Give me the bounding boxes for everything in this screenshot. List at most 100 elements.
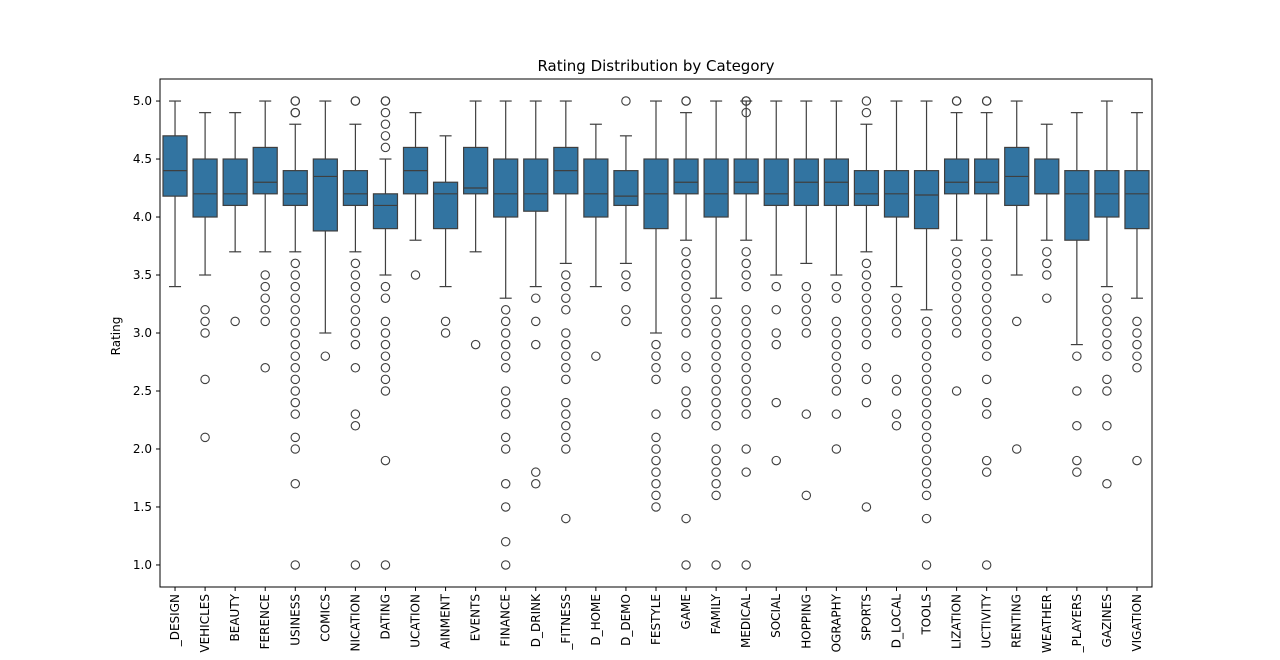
outlier-point [891, 293, 902, 303]
outlier-point [500, 397, 511, 408]
outlier-point [921, 397, 932, 408]
outlier-point [681, 293, 691, 303]
outlier-point [741, 386, 751, 396]
outlier-point [831, 444, 842, 454]
x-tick-label: UCTIVITY [980, 593, 994, 648]
outlier-point [1011, 444, 1022, 454]
y-tick-label: 1.0 [133, 558, 152, 572]
outlier-point [861, 363, 872, 373]
outlier-point [1102, 479, 1112, 489]
y-tick-label: 4.0 [133, 210, 152, 224]
outlier-point [831, 316, 842, 327]
outlier-point [561, 339, 571, 350]
box-iqr [763, 158, 789, 207]
outlier-point [921, 467, 932, 477]
box-iqr [1124, 170, 1150, 230]
outlier-point [350, 363, 361, 373]
outlier-point [981, 328, 992, 338]
outlier-point [531, 316, 541, 327]
outlier-point [380, 142, 391, 153]
outlier-point [771, 397, 781, 408]
box-group-4 [282, 96, 308, 570]
outlier-point [350, 339, 361, 350]
outlier-point [711, 444, 721, 454]
box-group-23 [853, 96, 880, 512]
outlier-point [500, 502, 511, 512]
box-group-12 [523, 100, 549, 489]
outlier-point [861, 305, 872, 315]
outlier-point [741, 270, 751, 280]
outlier-point [350, 258, 361, 269]
x-tick-label: MEDICAL [739, 594, 753, 648]
y-tick-label: 1.5 [133, 500, 152, 514]
box-group-3 [252, 100, 278, 373]
y-tick-label: 3.5 [133, 268, 152, 282]
outlier-point [290, 409, 301, 419]
y-tick-label: 4.5 [133, 152, 152, 166]
box-iqr [342, 170, 369, 207]
outlier-point [681, 305, 691, 315]
outlier-point [290, 270, 301, 280]
outlier-point [200, 305, 210, 315]
x-tick-label: RENTING [1010, 594, 1024, 648]
outlier-point [861, 293, 872, 303]
outlier-point [561, 270, 571, 280]
outlier-point [380, 560, 391, 570]
outlier-point [500, 386, 511, 396]
outlier-point [1132, 339, 1142, 350]
outlier-point [921, 374, 932, 385]
box-iqr [613, 170, 639, 207]
outlier-point [951, 258, 962, 269]
outlier-point [741, 247, 751, 257]
x-tick-label: GAZINES [1100, 594, 1114, 647]
outlier-point [1042, 258, 1052, 269]
x-tick-label: D_HOME [589, 594, 603, 646]
outlier-point [711, 351, 721, 361]
box-group-27 [974, 96, 1000, 570]
outlier-point [711, 560, 721, 570]
outlier-point [951, 270, 962, 280]
x-tick-label: DATING [378, 594, 392, 639]
box-group-22 [823, 100, 849, 454]
outlier-point [861, 328, 872, 338]
outlier-point [921, 316, 932, 327]
x-tick-label: _PLAYERS [1070, 594, 1084, 653]
outlier-point [290, 363, 301, 373]
outlier-point [831, 374, 842, 385]
box-group-0 [162, 100, 188, 288]
box-group-24 [883, 100, 910, 431]
outlier-point [921, 444, 932, 454]
box-iqr [974, 158, 1000, 195]
outlier-point [951, 293, 962, 303]
box-iqr [312, 158, 338, 232]
box-iqr [493, 158, 519, 218]
outlier-point [260, 293, 270, 303]
y-tick-label: 2.0 [133, 442, 152, 456]
outlier-point [771, 281, 781, 292]
outlier-point [380, 316, 391, 327]
box-group-14 [583, 123, 609, 361]
x-tick-label: D_DRINK [529, 593, 543, 647]
outlier-point [741, 316, 751, 327]
outlier-point [380, 96, 391, 106]
outlier-point [951, 305, 962, 315]
outlier-point [891, 421, 902, 431]
outlier-point [711, 409, 721, 419]
outlier-point [921, 363, 932, 373]
outlier-point [1042, 293, 1052, 303]
outlier-point [711, 467, 721, 477]
outlier-point [290, 374, 301, 385]
outlier-point [651, 432, 661, 443]
outlier-point [200, 316, 210, 327]
box-group-16 [643, 100, 669, 512]
box-group-17 [673, 96, 699, 570]
outlier-point [1072, 455, 1082, 466]
outlier-point [1042, 247, 1052, 257]
outlier-point [651, 455, 661, 466]
y-axis-ticks: 1.0 1.5 2.0 2.5 3.0 3.5 4.0 4.5 5.0 [133, 94, 160, 572]
outlier-point [380, 339, 391, 350]
outlier-point [681, 316, 691, 327]
outlier-point [921, 432, 932, 443]
outlier-point [921, 513, 932, 524]
